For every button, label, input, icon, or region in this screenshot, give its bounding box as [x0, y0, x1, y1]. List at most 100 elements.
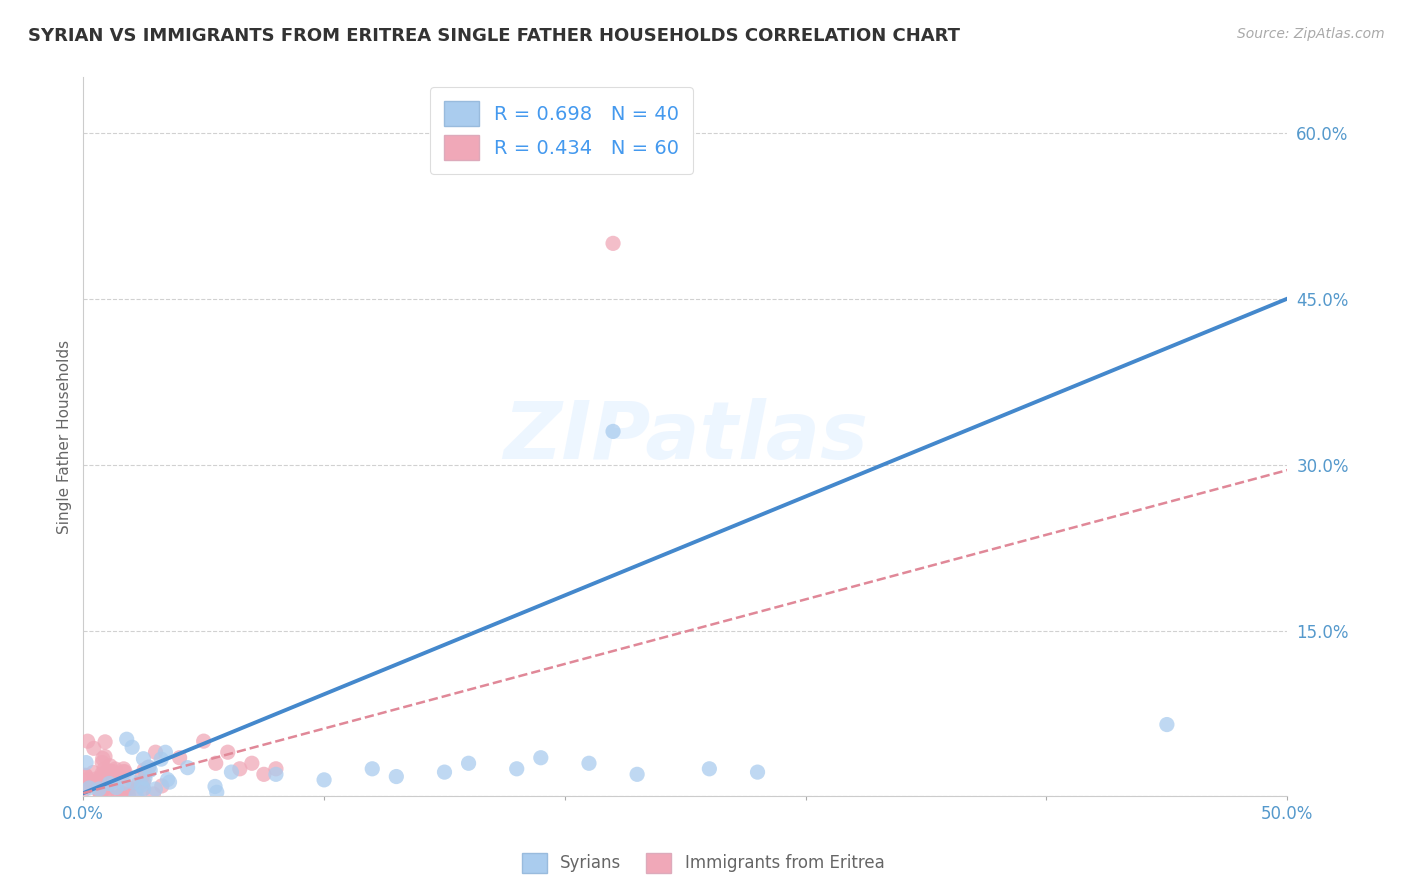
Point	[134, 772, 156, 786]
Point	[112, 787, 135, 801]
Point	[77, 780, 100, 795]
Point	[530, 750, 553, 764]
Point	[626, 767, 648, 781]
Point	[150, 779, 173, 793]
Point	[91, 751, 114, 765]
Point	[433, 765, 456, 780]
Point	[105, 780, 128, 795]
Point	[125, 789, 148, 803]
Point	[159, 775, 181, 789]
Point	[221, 765, 243, 780]
Point	[132, 752, 155, 766]
Text: ZIPatlas: ZIPatlas	[503, 398, 868, 476]
Point	[87, 779, 110, 793]
Point	[361, 762, 384, 776]
Point	[204, 756, 226, 771]
Point	[264, 762, 287, 776]
Point	[94, 766, 117, 780]
Point	[98, 758, 121, 772]
Legend: R = 0.698   N = 40, R = 0.434   N = 60: R = 0.698 N = 40, R = 0.434 N = 60	[430, 87, 693, 174]
Point	[142, 787, 165, 801]
Point	[98, 776, 121, 790]
Point	[747, 765, 769, 780]
Point	[96, 784, 118, 798]
Point	[314, 772, 336, 787]
Point	[253, 767, 276, 781]
Text: SYRIAN VS IMMIGRANTS FROM ERITREA SINGLE FATHER HOUSEHOLDS CORRELATION CHART: SYRIAN VS IMMIGRANTS FROM ERITREA SINGLE…	[28, 27, 960, 45]
Point	[114, 764, 136, 779]
Point	[155, 745, 177, 759]
Point	[73, 782, 96, 797]
Point	[83, 741, 105, 756]
Point	[128, 776, 150, 790]
Point	[94, 781, 117, 796]
Point	[98, 764, 121, 779]
Point	[94, 735, 117, 749]
Point	[112, 764, 135, 779]
Point	[82, 765, 104, 780]
Point	[89, 779, 111, 793]
Point	[1156, 717, 1178, 731]
Point	[132, 781, 155, 796]
Point	[169, 750, 191, 764]
Point	[602, 236, 624, 251]
Text: Source: ZipAtlas.com: Source: ZipAtlas.com	[1237, 27, 1385, 41]
Point	[150, 752, 173, 766]
Point	[89, 771, 111, 785]
Point	[457, 756, 479, 771]
Point	[105, 784, 128, 798]
Point	[385, 770, 408, 784]
Point	[131, 778, 153, 792]
Point	[75, 768, 97, 782]
Point	[77, 772, 100, 787]
Point	[122, 775, 145, 789]
Point	[602, 425, 624, 439]
Point	[76, 734, 98, 748]
Point	[94, 784, 117, 798]
Point	[132, 774, 155, 789]
Point	[125, 783, 148, 797]
Point	[131, 770, 153, 784]
Point	[134, 763, 156, 777]
Point	[89, 781, 111, 796]
Point	[506, 762, 529, 776]
Point	[91, 766, 114, 780]
Point	[139, 763, 162, 777]
Point	[132, 781, 155, 796]
Point	[229, 762, 252, 776]
Point	[240, 756, 263, 771]
Point	[110, 789, 132, 803]
Point	[699, 762, 721, 776]
Point	[75, 769, 97, 783]
Point	[205, 785, 228, 799]
Point	[91, 782, 114, 797]
Point	[176, 761, 198, 775]
Point	[136, 760, 159, 774]
Point	[93, 762, 115, 776]
Point	[94, 749, 117, 764]
Point	[578, 756, 600, 771]
Point	[217, 745, 239, 759]
Point	[264, 767, 287, 781]
Point	[112, 776, 135, 790]
Point	[145, 745, 167, 759]
Point	[89, 785, 111, 799]
Point	[145, 782, 167, 797]
Point	[108, 769, 131, 783]
Point	[87, 779, 110, 793]
Point	[90, 788, 112, 802]
Point	[101, 764, 124, 779]
Point	[112, 762, 135, 776]
Point	[138, 760, 160, 774]
Point	[204, 780, 226, 794]
Point	[84, 772, 107, 786]
Point	[80, 779, 103, 793]
Point	[103, 774, 125, 789]
Point	[89, 787, 111, 801]
Y-axis label: Single Father Households: Single Father Households	[58, 340, 72, 534]
Point	[121, 740, 143, 755]
Point	[75, 756, 97, 770]
Point	[115, 732, 138, 747]
Legend: Syrians, Immigrants from Eritrea: Syrians, Immigrants from Eritrea	[515, 847, 891, 880]
Point	[118, 780, 141, 795]
